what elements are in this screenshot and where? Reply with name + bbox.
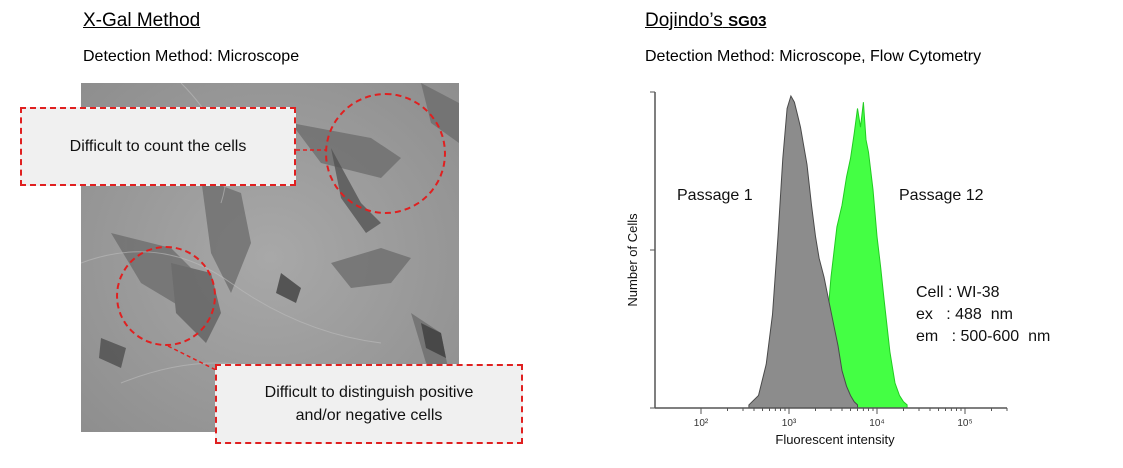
highlight-ring-top	[325, 93, 446, 214]
callout-connectors	[167, 149, 326, 371]
annotation-line-1: ex : 488 nm	[916, 306, 1013, 323]
x-tick-label: 10²	[694, 418, 709, 429]
annotation-line-0: Cell : WI-38	[916, 284, 1000, 301]
product-name: SG03	[728, 13, 767, 30]
right-panel-title: Dojindo’s SG03	[645, 10, 766, 32]
left-detection-method: Detection Method: Microscope	[83, 48, 300, 65]
right-title-prefix: Dojindo’s	[645, 10, 723, 31]
flow-cytometry-chart: 10² 10³ 10⁴ 10⁵ Passage 1 Passage 12 Number…	[625, 91, 1050, 447]
callout-count-cells-text: Difficult to count the cells	[69, 137, 247, 155]
annotation-line-2: em : 500-600 nm	[916, 328, 1050, 345]
x-tick-label: 10⁵	[957, 418, 972, 429]
cell-info-annotation: Cell : WI-38 ex : 488 nm em : 500-600 nm	[916, 284, 1050, 345]
tick-layer: 10² 10³ 10⁴ 10⁵	[650, 91, 1008, 429]
x-tick-label: 10³	[782, 418, 797, 429]
callout-distinguish-line2: and/or negative cells	[295, 407, 443, 424]
series-layer	[748, 94, 908, 409]
callout-distinguish-line1: Difficult to distinguish positive	[264, 383, 474, 401]
x-tick-label: 10⁴	[869, 418, 884, 429]
left-panel-title: X-Gal Method	[83, 10, 201, 31]
callout-count-cells: Difficult to count the cells	[20, 107, 296, 186]
right-detection-method: Detection Method: Microscope, Flow Cytom…	[645, 48, 982, 65]
x-axis-label: Fluorescent intensity	[775, 432, 895, 447]
series-label-passage-1: Passage 1	[677, 187, 753, 204]
callout-distinguish-cells: Difficult to distinguish positive and/or…	[215, 364, 523, 444]
series-area-passage-1	[748, 94, 858, 409]
highlight-ring-bottom	[116, 246, 216, 346]
y-axis-label: Number of Cells	[625, 213, 640, 307]
series-label-passage-12: Passage 12	[899, 187, 984, 204]
